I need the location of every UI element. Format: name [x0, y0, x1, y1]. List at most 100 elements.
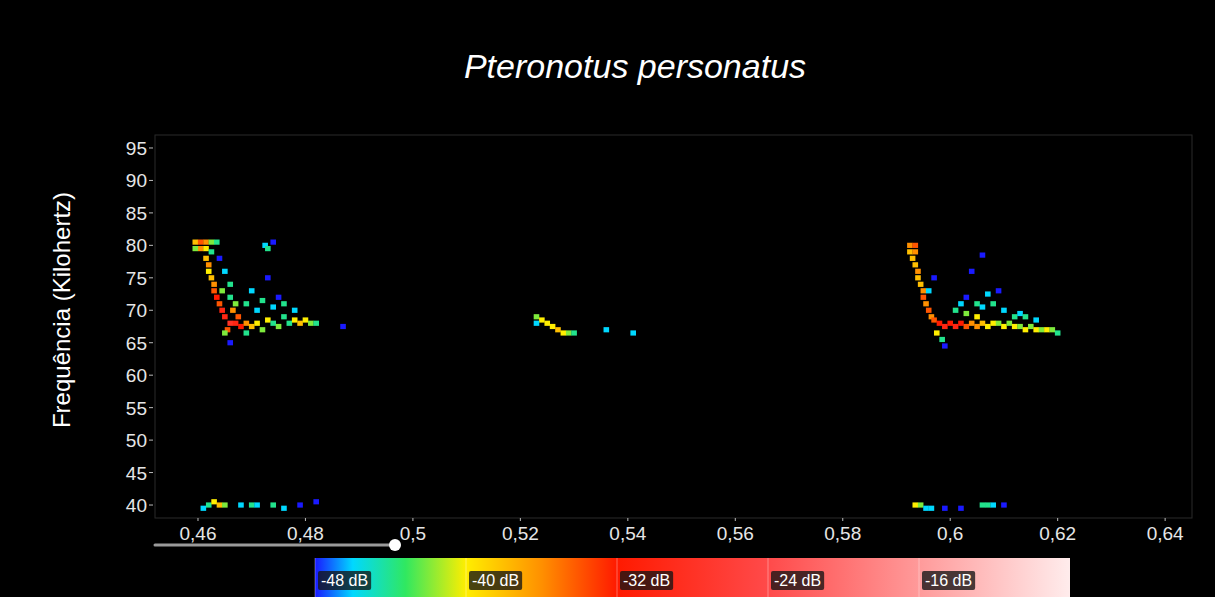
- spectrogram-cell: [254, 321, 260, 326]
- spectrogram-cell: [198, 246, 204, 251]
- spectrogram-cell: [969, 321, 975, 326]
- spectrogram-cell: [974, 314, 980, 319]
- spectrogram-cell: [249, 502, 255, 507]
- x-tick: [412, 518, 413, 521]
- spectrogram-cell: [958, 321, 964, 326]
- spectrogram-cell: [969, 269, 975, 274]
- colorbar-label: -40 dB: [472, 572, 519, 589]
- colorbar-tick: [466, 558, 467, 597]
- colorbar-label-bg: [771, 571, 824, 590]
- spectrogram-cell: [907, 249, 913, 254]
- y-tick-label: 55: [126, 398, 147, 419]
- x-tick-label: 0,48: [287, 523, 324, 544]
- spectrogram-cell: [303, 317, 309, 322]
- spectrogram-cell: [313, 321, 319, 326]
- spectrogram-cell: [907, 243, 913, 248]
- spectrogram-cell: [227, 321, 233, 326]
- colorbar-label: -24 dB: [774, 572, 821, 589]
- spectrogram-cell: [630, 330, 636, 335]
- spectrogram-cell: [1017, 324, 1023, 329]
- colorbar-tick: [919, 558, 920, 597]
- spectrogram-cell: [921, 288, 927, 293]
- spectrogram-cell: [203, 240, 209, 245]
- spectrogram-cell: [550, 324, 556, 329]
- colorbar-label-bg: [620, 571, 673, 590]
- spectrogram-cell: [990, 502, 996, 507]
- spectrogram-cell: [1028, 324, 1034, 329]
- x-tick: [627, 518, 628, 521]
- spectrogram-cell: [1039, 327, 1045, 332]
- spectrogram-cell: [912, 502, 918, 507]
- spectrogram-cell: [340, 324, 346, 329]
- x-tick: [1057, 518, 1058, 521]
- spectrogram-cell: [209, 249, 215, 254]
- spectrogram-cell: [980, 252, 986, 257]
- spectrogram-cell: [265, 275, 271, 280]
- spectrogram-cell: [980, 321, 986, 326]
- spectrogram-cell: [566, 330, 572, 335]
- spectrogram-cell: [571, 330, 577, 335]
- spectrogram-cell: [964, 295, 970, 300]
- y-tick: [149, 505, 153, 506]
- spectrogram-cell: [934, 330, 940, 335]
- spectrogram-cell: [990, 321, 996, 326]
- x-tick: [735, 518, 736, 521]
- spectrogram-cell: [915, 269, 921, 274]
- spectrogram-cell: [260, 327, 266, 332]
- spectrogram-cell: [287, 321, 293, 326]
- spectrogram-cell: [539, 317, 545, 322]
- spectrogram-cell: [926, 288, 932, 293]
- spectrogram-cell: [227, 295, 233, 300]
- spectrogram-cell: [222, 269, 228, 274]
- spectrogram-cell: [211, 499, 217, 504]
- spectrogram-cell: [217, 502, 223, 507]
- spectrogram-cell: [219, 308, 225, 313]
- spectrogram-cell: [227, 282, 233, 287]
- x-tick-label: 0,62: [1039, 523, 1076, 544]
- slider-handle: [389, 539, 401, 551]
- spectrogram-cell: [918, 282, 924, 287]
- spectrogram-cell: [203, 246, 209, 251]
- spectrogram-cell: [1023, 314, 1029, 319]
- spectrogram-cell: [947, 321, 953, 326]
- spectrogram-cell: [211, 282, 217, 287]
- spectrogram-cell: [235, 314, 241, 319]
- spectrogram-cell: [964, 324, 970, 329]
- y-tick-label: 65: [126, 333, 147, 354]
- spectrogram-cell: [209, 275, 215, 280]
- y-tick-label: 90: [126, 170, 147, 191]
- spectrogram-cell: [249, 324, 255, 329]
- spectrogram-cell: [1050, 327, 1056, 332]
- x-tick: [197, 518, 198, 521]
- x-tick: [1165, 518, 1166, 521]
- spectrogram-cell: [192, 240, 198, 245]
- spectrogram-cell: [953, 308, 959, 313]
- spectrogram-cell: [561, 330, 567, 335]
- spectrogram-cell: [931, 275, 937, 280]
- spectrogram-cell: [996, 321, 1002, 326]
- spectrogram-cell: [206, 269, 212, 274]
- spectrogram-cell: [1055, 330, 1061, 335]
- y-tick: [149, 212, 153, 213]
- spectrogram-cell: [915, 275, 921, 280]
- spectrogram-cell: [937, 321, 943, 326]
- spectrogram-cell: [958, 301, 964, 306]
- colorbar-tick: [617, 558, 618, 597]
- spectrogram-cell: [942, 324, 948, 329]
- spectrogram-cell: [192, 246, 198, 251]
- spectrogram-cell: [921, 295, 927, 300]
- spectrogram-cell: [281, 506, 287, 511]
- spectrogram-cell: [297, 502, 303, 507]
- spectrogram-cell: [1033, 327, 1039, 332]
- colorbar-label: -32 dB: [623, 572, 670, 589]
- colorbar-tick: [315, 558, 316, 597]
- y-axis-title: Frequência (Kilohertz): [48, 192, 75, 428]
- spectrogram-cell: [1023, 327, 1029, 332]
- spectrogram-cell: [206, 262, 212, 267]
- spectrogram-cell: [990, 301, 996, 306]
- y-tick: [149, 407, 153, 408]
- spectrogram-cell: [942, 343, 948, 348]
- spectrogram-cell: [918, 502, 924, 507]
- spectrogram-cell: [544, 321, 550, 326]
- title: Pteronotus personatus: [464, 47, 806, 85]
